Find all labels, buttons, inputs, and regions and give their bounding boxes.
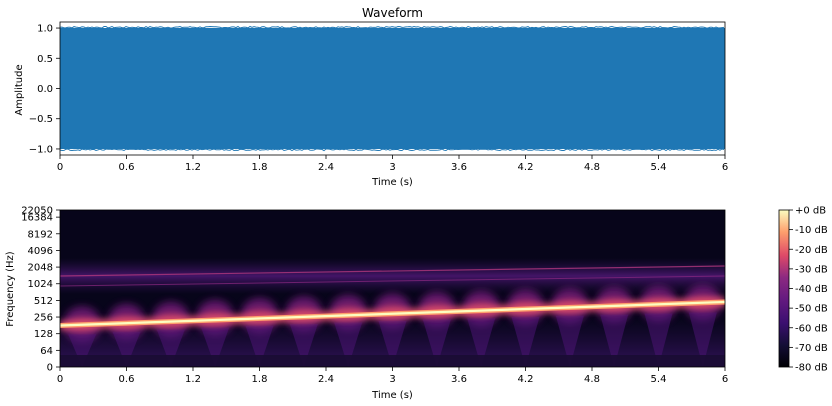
- spectrogram-y-tick-label: 1024: [28, 279, 53, 290]
- waveform-title: Waveform: [362, 6, 423, 20]
- spectrogram-pulse-tail: [156, 329, 185, 367]
- colorbar-tick-label: -30 dB: [795, 264, 828, 275]
- spectrogram-y-tick-label: 64: [40, 346, 53, 357]
- spectrogram-pulse-tail: [378, 320, 407, 367]
- spectrogram-x-tick-label: 3: [389, 374, 395, 385]
- waveform-noise-edge: [59, 25, 725, 152]
- colorbar-tick-label: -70 dB: [795, 343, 828, 354]
- spectrogram-pulse-tail: [600, 314, 629, 367]
- spectrogram-x-tick-label: 5.4: [651, 374, 667, 385]
- spectrogram-x-tick-label: 4.8: [584, 374, 600, 385]
- spectrogram-pulse-tail: [644, 313, 673, 367]
- spectrogram-pulse-tail: [334, 322, 363, 367]
- waveform-x-tick-label: 4.8: [584, 162, 600, 173]
- spectrogram-pulse-tail: [555, 315, 584, 367]
- spectrogram-pulse-tail: [289, 324, 318, 367]
- spectrogram-pulse-tail: [201, 327, 230, 367]
- spectrogram-x-tick-label: 0.6: [119, 374, 135, 385]
- waveform-x-tick-label: 4.2: [518, 162, 534, 173]
- spectrogram-x-tick-label: 2.4: [318, 374, 334, 385]
- spectrogram-x-tick-label: 1.8: [252, 374, 268, 385]
- waveform-x-tick-label: 5.4: [651, 162, 667, 173]
- colorbar: +0 dB -10 dB -20 dB -30 dB -40 dB -50 dB -60 d…: [778, 206, 828, 374]
- spectrogram-x-tick-label: 4.2: [518, 374, 534, 385]
- spectrogram-y-tick-label: 128: [34, 329, 53, 340]
- waveform-x-tick-label: 0.6: [119, 162, 135, 173]
- spectrogram-pulse-tail: [688, 312, 717, 367]
- spectrogram-y-tick-label: 2048: [28, 263, 53, 274]
- colorbar-tick-label: -20 dB: [795, 245, 828, 256]
- spectrogram-x-tick-label: 6: [722, 374, 728, 385]
- colorbar-tick-label: +0 dB: [795, 206, 826, 217]
- colorbar-tick-label: -40 dB: [795, 284, 828, 295]
- waveform-envelope: [60, 28, 725, 149]
- spectrogram-pulse-tail: [511, 316, 540, 367]
- spectrogram-pulse-tail: [467, 318, 496, 367]
- waveform-y-tick-label: 0.5: [37, 54, 53, 65]
- spectrogram-y-tick-label: 8192: [28, 229, 53, 240]
- spectrogram-y-tick-label: 4096: [28, 246, 53, 257]
- waveform-panel: Waveform 0 0.6 1.2 1.8 2.4 3 3.6 4.2 4.8 5.4 6 1.0…: [14, 6, 728, 188]
- colorbar-tick-label: -80 dB: [795, 363, 828, 374]
- waveform-y-ticks: 1.0 0.5 0.0 −0.5 −1.0: [29, 24, 60, 155]
- waveform-x-ticks: 0 0.6 1.2 1.8 2.4 3 3.6 4.2 4.8 5.4 6: [57, 155, 728, 173]
- waveform-x-tick-label: 3.6: [451, 162, 467, 173]
- spectrogram-pulse-tail: [422, 319, 451, 367]
- spectrogram-harmonic-line: [60, 265, 725, 277]
- spectrogram-y-tick-label: 256: [34, 313, 53, 324]
- waveform-y-tick-label: −1.0: [29, 144, 53, 155]
- waveform-x-tick-label: 3: [389, 162, 395, 173]
- spectrogram-pulse-tail: [112, 331, 141, 367]
- spectrogram-fundamental-line: [60, 300, 725, 327]
- spectrogram-x-tick-label: 3.6: [451, 374, 467, 385]
- spectrogram-x-label: Time (s): [371, 390, 413, 401]
- waveform-y-tick-label: 0.0: [37, 84, 53, 95]
- waveform-x-tick-label: 0: [57, 162, 63, 173]
- spectrogram-y-tick-label: 0: [47, 363, 53, 374]
- colorbar-tick-label: -60 dB: [795, 323, 828, 334]
- colorbar-tick-label: -50 dB: [795, 304, 828, 315]
- spectrogram-y-tick-label: 512: [34, 296, 53, 307]
- spectrogram-harmonic-band: [60, 258, 725, 294]
- waveform-x-tick-label: 1.8: [252, 162, 268, 173]
- spectrogram-pulse-tail: [245, 325, 274, 367]
- waveform-x-label: Time (s): [371, 177, 413, 188]
- spectrogram-x-tick-label: 1.2: [185, 374, 201, 385]
- colorbar-ticks: +0 dB -10 dB -20 dB -30 dB -40 dB -50 dB -60 d…: [789, 206, 828, 374]
- spectrogram-y-label: Frequency (Hz): [5, 251, 16, 327]
- waveform-x-tick-label: 1.2: [185, 162, 201, 173]
- spectrogram-x-tick-label: 0: [57, 374, 63, 385]
- spectrogram-y-tick-label: 22050: [21, 206, 53, 217]
- spectrogram-pulse-tail: [68, 334, 97, 367]
- spectrogram-y-tick-label: 16384: [21, 213, 53, 224]
- waveform-y-label: Amplitude: [14, 64, 25, 115]
- spectrogram-harmonic-line-2: [60, 275, 725, 287]
- waveform-x-tick-label: 6: [722, 162, 728, 173]
- waveform-y-tick-label: 1.0: [37, 24, 53, 35]
- waveform-x-tick-label: 2.4: [318, 162, 334, 173]
- colorbar-tick-label: -10 dB: [795, 225, 828, 236]
- spectrogram-bottom-noise: [60, 355, 725, 367]
- colorbar-gradient: [778, 209, 790, 368]
- spectrogram-x-ticks: 0 0.6 1.2 1.8 2.4 3 3.6 4.2 4.8 5.4 6: [57, 367, 728, 385]
- waveform-y-tick-label: −0.5: [29, 114, 53, 125]
